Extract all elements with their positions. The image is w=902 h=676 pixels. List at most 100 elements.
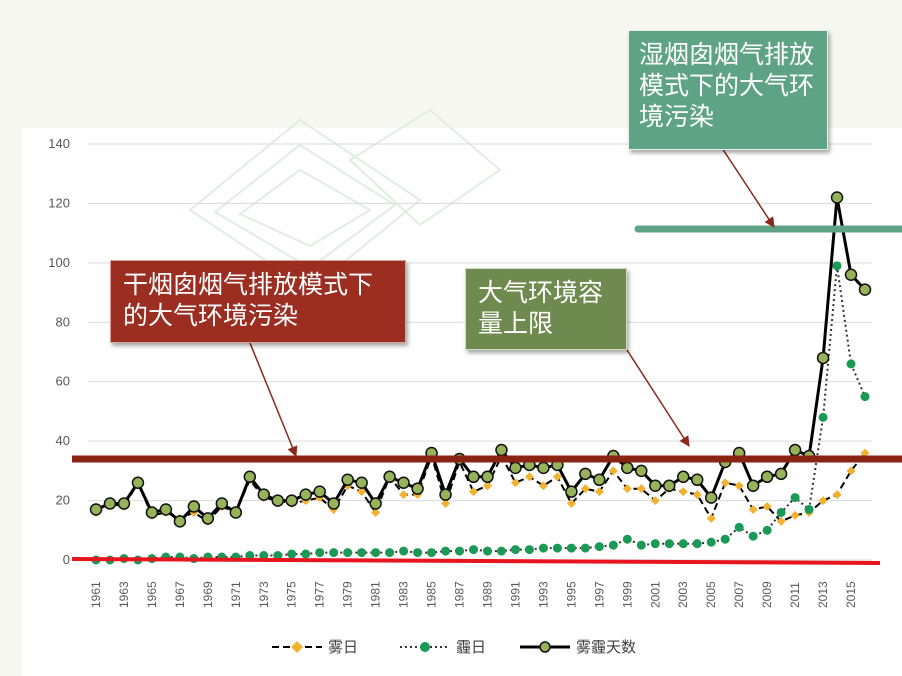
- y-tick-label: 100: [48, 255, 70, 270]
- wet-chimney-annotation-box: 湿烟囱烟气排放模式下的大气环境污染: [628, 30, 828, 150]
- y-tick-label: 120: [48, 195, 70, 210]
- data-point: [145, 506, 159, 519]
- data-point: [832, 490, 842, 500]
- y-tick-label: 60: [56, 374, 70, 389]
- data-point: [649, 479, 662, 492]
- data-point: [734, 522, 744, 532]
- data-point: [229, 506, 243, 519]
- data-point: [776, 507, 786, 517]
- data-point: [720, 534, 730, 544]
- x-tick-label: 1969: [201, 581, 215, 608]
- data-point: [762, 502, 772, 512]
- data-point: [187, 500, 201, 513]
- data-point: [257, 488, 271, 501]
- data-point: [173, 515, 187, 528]
- x-tick-label: 1973: [257, 581, 271, 608]
- data-point: [846, 466, 856, 476]
- data-point: [830, 191, 844, 204]
- data-point: [790, 493, 800, 503]
- data-point: [201, 512, 215, 525]
- data-point: [117, 497, 131, 510]
- data-point: [636, 540, 646, 550]
- data-point: [706, 513, 716, 523]
- data-point: [676, 470, 690, 484]
- x-tick-label: 1987: [453, 581, 467, 608]
- baseline-red-line: [71, 557, 881, 565]
- data-point: [441, 499, 451, 509]
- data-point: [315, 548, 325, 558]
- data-point: [565, 485, 578, 498]
- chart-background: [22, 128, 902, 676]
- data-point: [285, 494, 298, 507]
- data-point: [343, 548, 353, 558]
- x-tick-label: 1999: [620, 581, 634, 608]
- data-point: [538, 481, 548, 491]
- dry-arrow: [249, 342, 298, 457]
- data-point: [89, 503, 103, 516]
- data-point: [383, 470, 396, 484]
- data-point: [621, 461, 634, 475]
- data-point: [327, 497, 340, 510]
- data-point: [299, 488, 312, 501]
- data-point: [329, 548, 339, 558]
- data-point: [467, 470, 480, 484]
- x-tick-label: 1975: [285, 581, 299, 608]
- data-point: [818, 412, 828, 422]
- x-tick-label: 1961: [89, 581, 103, 608]
- data-point: [399, 490, 409, 500]
- x-tick-label: 2005: [704, 581, 718, 608]
- data-point: [243, 470, 257, 484]
- data-point: [748, 504, 758, 514]
- data-point: [706, 537, 716, 547]
- x-tick-label: 1989: [480, 581, 494, 608]
- data-point: [524, 472, 534, 482]
- data-point: [301, 549, 311, 559]
- x-tick-label: 2007: [732, 581, 746, 608]
- data-point: [622, 484, 632, 494]
- data-point: [622, 534, 632, 544]
- data-point: [788, 443, 802, 457]
- data-point: [860, 448, 870, 458]
- data-point: [482, 481, 492, 491]
- data-point: [692, 490, 702, 500]
- data-point: [355, 476, 368, 489]
- x-tick-label: 2001: [648, 581, 662, 608]
- data-point: [734, 481, 744, 491]
- data-point: [469, 545, 479, 555]
- x-tick-label: 1997: [592, 581, 606, 608]
- x-tick-label: 1977: [313, 581, 327, 608]
- data-point: [776, 516, 786, 526]
- x-tick-label: 2015: [844, 581, 858, 608]
- data-point: [469, 487, 479, 497]
- x-tick-label: 2013: [816, 581, 830, 608]
- data-point: [566, 543, 576, 553]
- legend-marker: [539, 641, 551, 653]
- x-tick-label: 1971: [229, 581, 243, 608]
- x-tick-label: 1983: [397, 581, 411, 608]
- data-point: [832, 261, 842, 271]
- data-point: [341, 473, 354, 487]
- data-point: [509, 461, 522, 475]
- x-tick-label: 2011: [788, 582, 802, 608]
- data-point: [746, 479, 760, 492]
- data-point: [537, 461, 550, 475]
- data-point: [273, 551, 283, 561]
- data-point: [313, 485, 326, 498]
- data-point: [399, 546, 409, 556]
- data-point: [538, 543, 548, 553]
- data-point: [580, 484, 590, 494]
- data-point: [748, 531, 758, 541]
- data-point: [496, 546, 506, 556]
- data-point: [287, 549, 297, 559]
- data-point: [524, 545, 534, 555]
- series-2: [91, 261, 870, 565]
- data-point: [594, 542, 604, 552]
- data-point: [103, 497, 117, 510]
- data-point: [357, 548, 367, 558]
- data-point: [215, 497, 229, 510]
- data-point: [650, 539, 660, 549]
- data-point: [774, 467, 788, 481]
- data-point: [482, 546, 492, 556]
